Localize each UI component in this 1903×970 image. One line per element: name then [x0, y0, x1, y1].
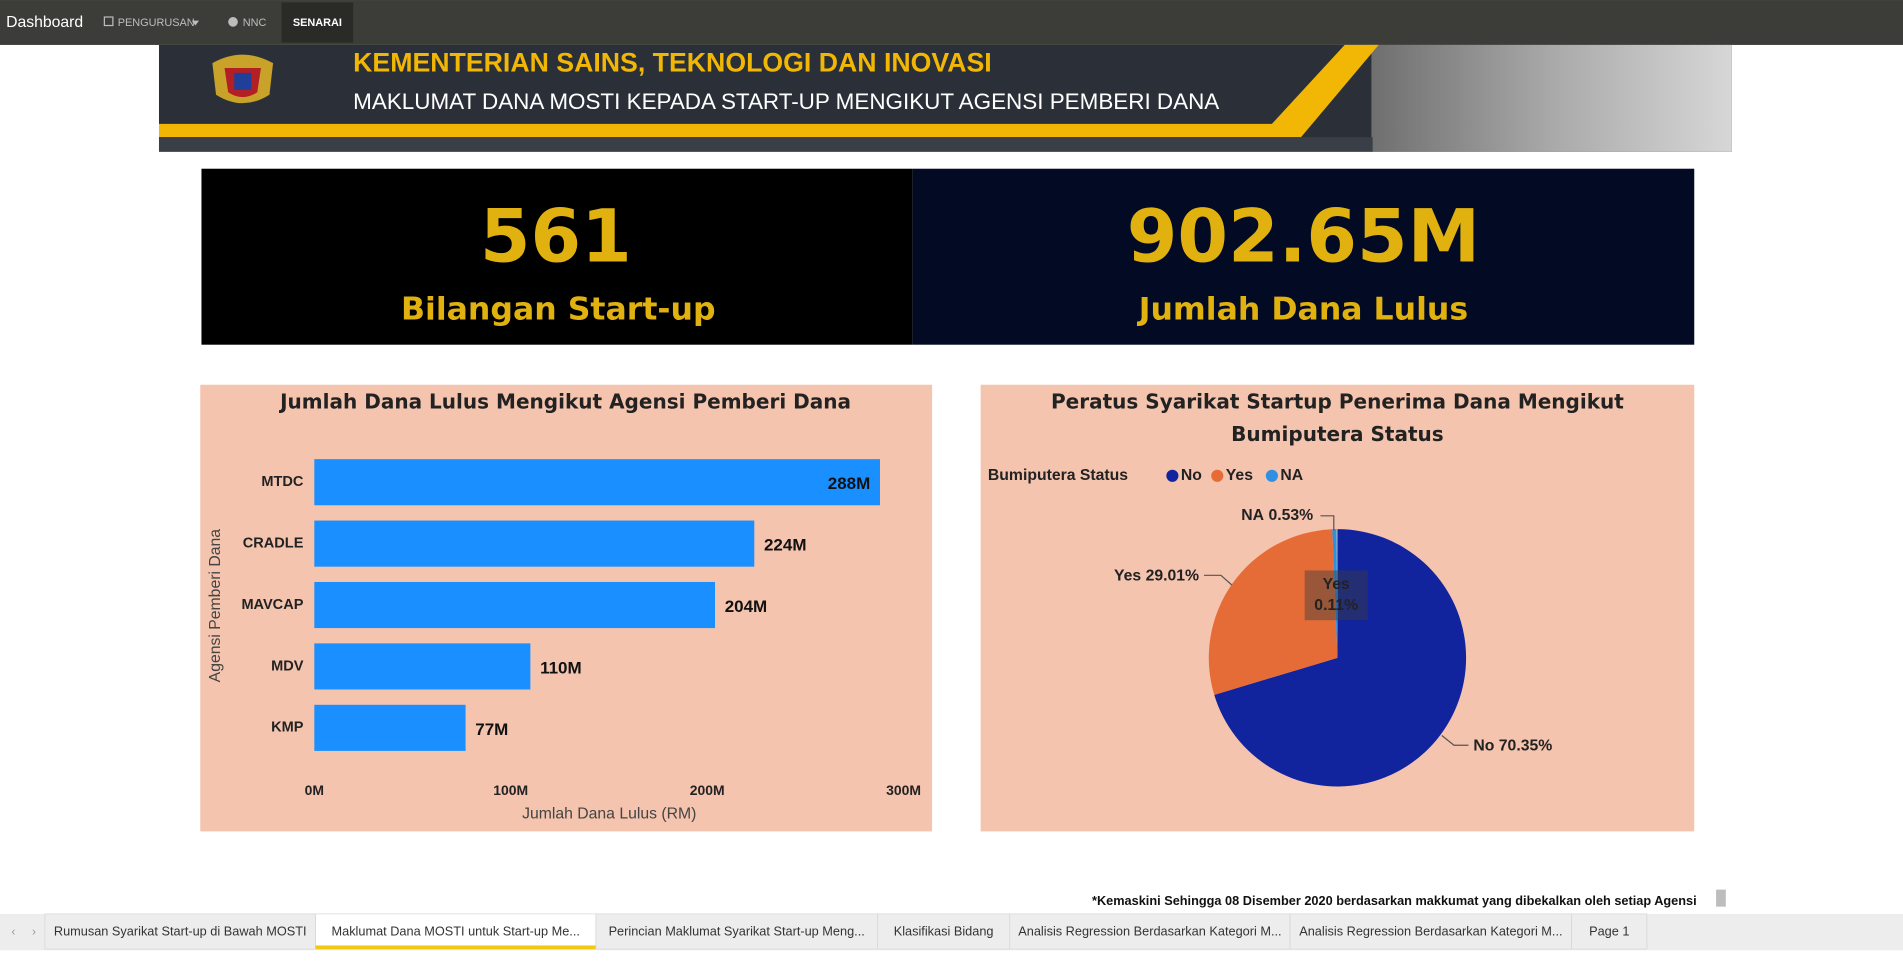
kpi-label: Jumlah Dana Lulus — [1137, 292, 1468, 328]
tab-scroll-right[interactable]: › — [32, 924, 36, 938]
scrollbar[interactable] — [1716, 889, 1726, 907]
nav-item[interactable]: NNC — [243, 17, 267, 29]
x-tick-label: 200M — [690, 782, 725, 798]
nav-caret — [191, 20, 200, 26]
leader-line — [1320, 515, 1335, 531]
data-label-name: NA — [1241, 507, 1264, 524]
kpi-value: 561 — [480, 195, 632, 280]
tab-label[interactable]: Klasifikasi Bidang — [894, 923, 994, 938]
legend-swatch — [1166, 469, 1179, 482]
x-tick-label: 100M — [493, 782, 528, 798]
data-label: 110M — [540, 658, 582, 677]
x-tick-label: 0M — [305, 782, 324, 798]
tab-scroll-left[interactable]: ‹ — [11, 924, 15, 938]
y-tick-label: MTDC — [261, 474, 304, 490]
x-axis-title: Jumlah Dana Lulus (RM) — [522, 806, 696, 823]
kpi-card — [912, 168, 1695, 345]
tab[interactable] — [1571, 913, 1648, 950]
legend-label: No — [1181, 467, 1202, 484]
y-tick-label: MDV — [271, 658, 304, 674]
bar — [314, 643, 531, 690]
chart-title: Bumiputera Status — [1231, 422, 1444, 446]
tab-label[interactable]: Maklumat Dana MOSTI untuk Start-up Me... — [332, 923, 580, 938]
bar — [314, 704, 466, 751]
tooltip-text: 0.11% — [1314, 597, 1358, 614]
data-label-name: Yes — [1114, 568, 1141, 585]
tab-label[interactable]: Rumusan Syarikat Start-up di Bawah MOSTI — [54, 923, 307, 938]
tooltip — [1304, 570, 1368, 621]
leader-line — [1203, 574, 1233, 586]
y-tick-label: MAVCAP — [241, 597, 303, 613]
crest — [234, 72, 252, 90]
tab[interactable] — [44, 913, 316, 950]
bar — [314, 520, 755, 567]
data-label: NA 0.53% — [1241, 507, 1313, 524]
bar — [314, 459, 880, 506]
tab-label[interactable]: Analisis Regression Berdasarkan Kategori… — [1299, 923, 1562, 938]
x-tick-label: 300M — [886, 782, 921, 798]
tab-label[interactable]: Analisis Regression Berdasarkan Kategori… — [1018, 923, 1281, 938]
update-note: *Kemaskini Sehingga 08 Disember 2020 ber… — [1092, 893, 1697, 908]
data-label: 288M — [828, 474, 871, 493]
legend-label: NA — [1280, 467, 1303, 484]
bar — [314, 581, 716, 629]
nav-item[interactable]: PENGURUSAN — [118, 17, 195, 29]
legend-swatch — [1265, 469, 1278, 482]
pie-slice — [1208, 529, 1338, 695]
tab[interactable] — [1289, 913, 1573, 950]
kpi-label: Bilangan Start-up — [401, 292, 716, 328]
legend-title: Bumiputera Status — [988, 467, 1128, 484]
data-label: 77M — [475, 720, 508, 739]
data-label: 224M — [764, 536, 807, 555]
data-label: No 70.35% — [1473, 738, 1552, 755]
data-label-value: 70.35% — [1499, 738, 1552, 755]
kpi-value: 902.65M — [1127, 195, 1480, 280]
data-label: Yes 29.01% — [1114, 568, 1199, 585]
leader-line — [1441, 735, 1469, 746]
tabs: Rumusan Syarikat Start-up di Bawah MOSTI… — [44, 913, 1648, 950]
tooltip-text: Yes — [1323, 576, 1350, 593]
y-tick-label: KMP — [271, 720, 304, 736]
tab-label[interactable]: Perincian Maklumat Syarikat Start-up Men… — [609, 923, 865, 938]
tab-label[interactable]: Page 1 — [1589, 923, 1629, 938]
chart-title: Peratus Syarikat Startup Penerima Dana M… — [1051, 389, 1624, 413]
banner-photo — [1371, 44, 1732, 152]
nav-icon — [103, 16, 114, 27]
nav-item[interactable]: SENARAI — [293, 17, 342, 29]
nav-active-bg — [281, 2, 354, 43]
banner-title: KEMENTERIAN SAINS, TEKNOLOGI DAN INOVASI — [353, 47, 992, 77]
data-label-value: 0.53% — [1268, 507, 1313, 524]
nav-brand[interactable]: Dashboard — [6, 14, 83, 31]
legend-label: Yes — [1226, 467, 1253, 484]
tab[interactable] — [1009, 913, 1291, 950]
chart-title: Jumlah Dana Lulus Mengikut Agensi Pember… — [278, 389, 851, 413]
legend-swatch — [1211, 469, 1224, 482]
data-label-value: 29.01% — [1146, 568, 1199, 585]
data-label: 204M — [725, 597, 767, 616]
y-tick-label: CRADLE — [243, 535, 304, 551]
kpi-card — [201, 168, 913, 345]
tab-active-underline — [315, 945, 596, 950]
y-axis-title: Agensi Pemberi Dana — [207, 529, 224, 683]
nav-icon — [228, 17, 238, 27]
banner-subtitle: MAKLUMAT DANA MOSTI KEPADA START-UP MENG… — [353, 89, 1219, 114]
tab[interactable] — [595, 913, 878, 950]
banner-stripe — [158, 44, 1379, 138]
pie-slice — [1214, 529, 1467, 787]
banner-base — [158, 137, 1373, 152]
pie-slice — [1332, 529, 1338, 658]
data-label-name: No — [1473, 738, 1494, 755]
